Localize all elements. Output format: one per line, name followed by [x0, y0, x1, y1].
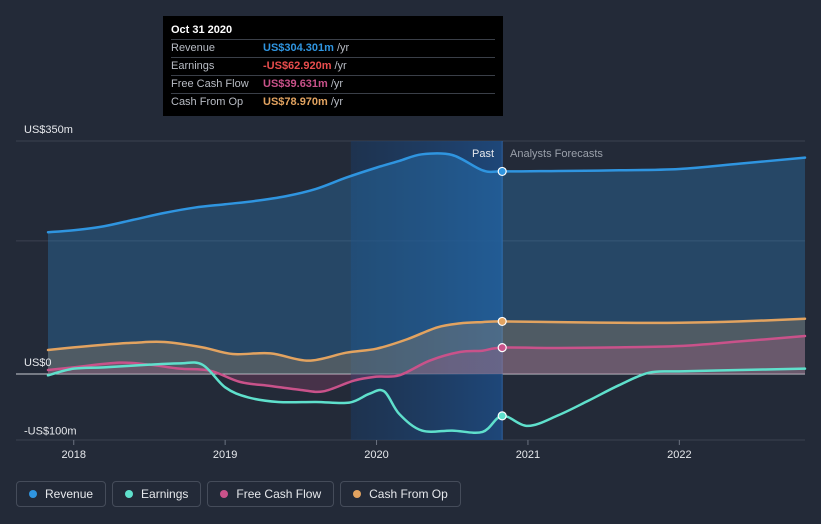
marker-revenue: [497, 166, 507, 177]
tooltip-value: US$304.301m: [263, 42, 334, 54]
tooltip-value: US$39.631m: [263, 78, 328, 90]
series-markers: [497, 166, 507, 421]
line-earnings: [46, 361, 807, 435]
marker-earnings: [497, 411, 507, 421]
legend-dot: [29, 490, 37, 498]
legend-dot: [220, 490, 229, 498]
data-tooltip: Oct 31 2020 Revenue US$304.301m /yr Earn…: [163, 16, 503, 116]
tooltip-row-revenue: Revenue US$304.301m /yr: [171, 40, 495, 58]
x-tick-label: 2021: [516, 449, 540, 461]
tooltip-label: Free Cash Flow: [171, 78, 249, 90]
tooltip-row-free-cash-flow: Free Cash Flow US$39.631m /yr: [171, 76, 495, 94]
y-tick-label: US$0: [24, 357, 52, 369]
area-cash-from-op: [48, 318, 805, 374]
tooltip-unit: /yr: [330, 96, 344, 108]
marker-cash-from-op: [497, 316, 507, 327]
tooltip-row-earnings: Earnings -US$62.920m /yr: [171, 58, 495, 76]
y-tick-label: US$350m: [24, 124, 73, 136]
tooltip-unit: /yr: [334, 60, 347, 72]
series-areas: [48, 153, 805, 392]
tooltip-row-cash-from-op: Cash From Op US$78.970m /yr: [171, 94, 495, 111]
x-tick-label: 2019: [213, 449, 237, 461]
y-axis-ticks: US$350m US$0 -US$100m: [24, 124, 77, 438]
area-free-cash-flow: [48, 336, 805, 392]
series-lines: [46, 152, 807, 435]
tooltip-label: Revenue: [171, 42, 216, 54]
x-tick-label: 2022: [667, 449, 691, 461]
legend-item-free-cash-flow[interactable]: Free Cash Flow: [207, 481, 335, 507]
area-revenue: [48, 153, 805, 374]
tooltip-label: Cash From Op: [171, 96, 244, 108]
x-tick-label: 2018: [61, 449, 85, 461]
legend-label: Revenue: [45, 487, 94, 501]
line-cash-from-op: [46, 317, 807, 362]
legend-dot: [125, 490, 134, 498]
marker-free-cash-flow: [497, 343, 507, 353]
line-revenue: [46, 152, 807, 234]
legend-item-earnings[interactable]: Earnings: [112, 481, 202, 507]
y-tick-label: -US$100m: [24, 426, 77, 438]
tooltip-value: -US$62.920m: [263, 60, 332, 72]
legend-item-cash-from-op[interactable]: Cash From Op: [340, 481, 461, 507]
tooltip-unit: /yr: [336, 42, 350, 54]
tooltip-value: US$78.970m: [263, 96, 328, 108]
x-axis-ticks: 2018 2019 2020 2021 2022: [61, 440, 692, 461]
legend-label: Free Cash Flow: [236, 487, 322, 501]
past-label: Past: [472, 148, 494, 160]
tooltip-label: Earnings: [171, 60, 215, 72]
legend-label: Cash From Op: [369, 487, 448, 501]
analysts-forecasts-label: Analysts Forecasts: [510, 148, 603, 160]
tooltip-unit: /yr: [330, 78, 344, 90]
legend-item-revenue[interactable]: Revenue: [16, 481, 107, 507]
legend-label: Earnings: [141, 487, 189, 501]
legend-dot: [353, 490, 362, 498]
tooltip-date: Oct 31 2020: [171, 22, 495, 40]
line-free-cash-flow: [46, 334, 807, 394]
chart-legend: Revenue Earnings Free Cash Flow Cash Fro…: [16, 481, 461, 507]
x-tick-label: 2020: [364, 449, 388, 461]
